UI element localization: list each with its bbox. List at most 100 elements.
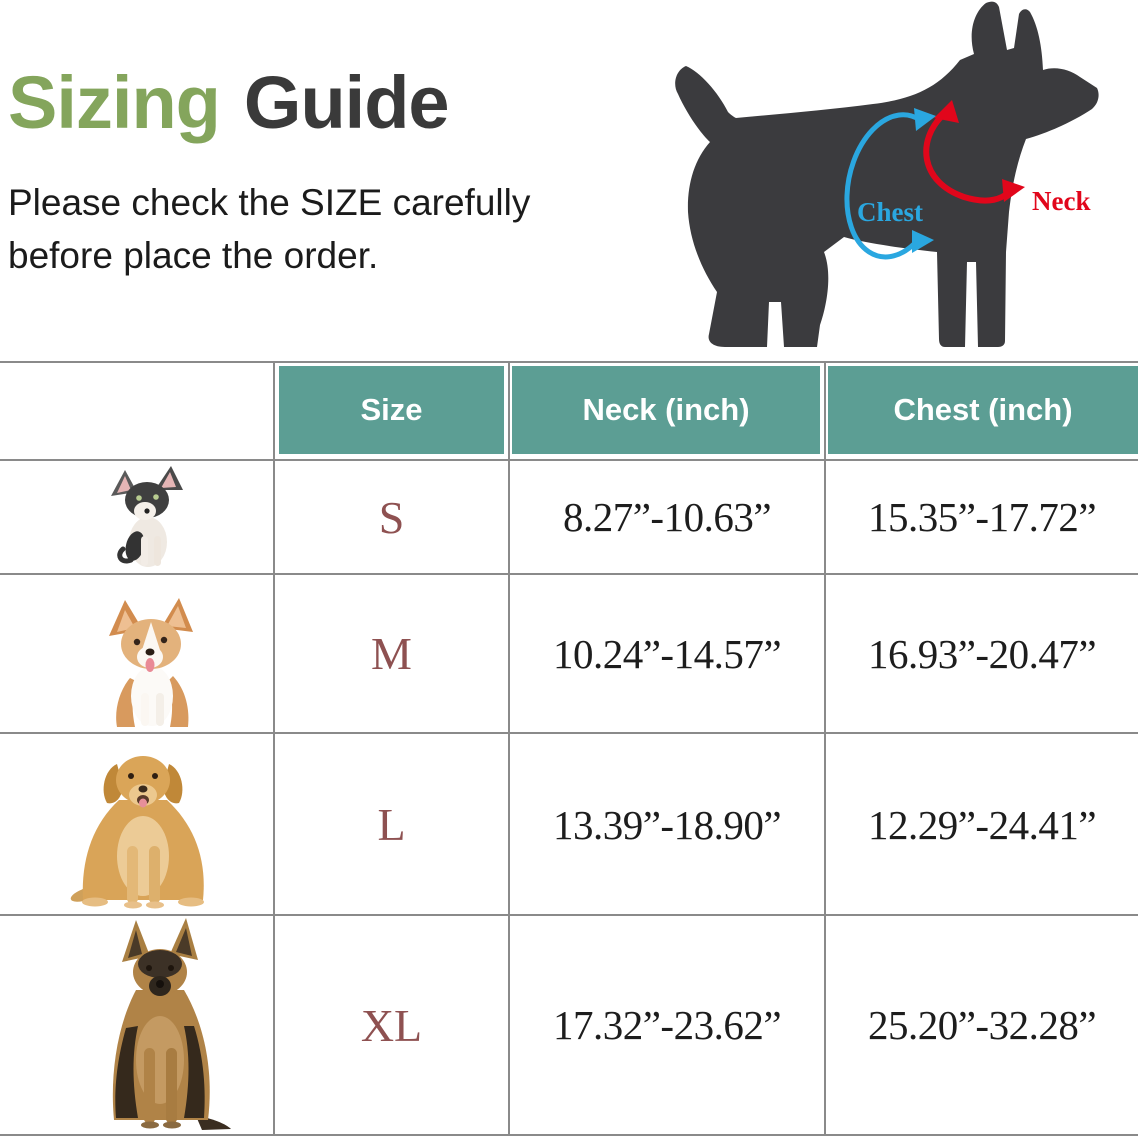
shepherd-eye (168, 965, 174, 971)
header-label-chest: Chest (inch) (893, 392, 1073, 427)
shepherd-paw (163, 1121, 181, 1129)
title-word-sizing: Sizing (8, 61, 221, 144)
chihuahua-ear-left-inner (117, 476, 131, 493)
shepherd-saddle-right (184, 1026, 205, 1118)
chihuahua-patch (125, 531, 145, 561)
chest-arrowhead-top (914, 108, 936, 131)
shepherd-leg (166, 1048, 177, 1124)
corgi-nose (145, 648, 155, 656)
dog-photo-corgi (109, 598, 193, 727)
title-word-guide: Guide (243, 61, 450, 144)
size-value: M (371, 628, 412, 679)
shepherd-nose (156, 980, 164, 988)
corgi-tongue (145, 658, 155, 672)
size-value: S (378, 491, 405, 543)
chihuahua-tail (117, 546, 134, 564)
size-value: XL (360, 999, 423, 1051)
shepherd-mask (138, 950, 182, 978)
col-divider-2 (508, 361, 510, 1136)
dog-photo-chihuahua (111, 466, 183, 567)
cell-neck-xl: 17.32”-23.62” (510, 916, 824, 1134)
neck-value: 13.39”-18.90” (552, 801, 782, 848)
neck-measure-arrow (923, 111, 1013, 204)
chihuahua-nose (144, 508, 150, 514)
corgi-chest (131, 666, 173, 726)
chest-value: 12.29”-24.41” (867, 801, 1097, 848)
size-value: L (377, 799, 406, 850)
golden-chest (117, 816, 169, 896)
dog-photo-golden-retriever (70, 756, 204, 909)
cell-size-l: L (275, 735, 508, 914)
shepherd-saddle-left (115, 1026, 138, 1118)
row-divider-header (0, 459, 1138, 461)
table-border-bottom (0, 1134, 1138, 1136)
chest-value: 16.93”-20.47” (867, 630, 1097, 677)
golden-rear-paw (82, 897, 108, 907)
page-title: Sizing Guide (8, 61, 450, 144)
header-cell-neck: Neck (inch) (512, 366, 820, 454)
chest-value: 25.20”-32.28” (867, 1002, 1097, 1048)
shepherd-ear-left-inner (128, 930, 142, 958)
chest-value: 15.35”-17.72” (867, 494, 1097, 540)
dog-silhouette-icon (675, 1, 1099, 348)
cell-chest-l: 12.29”-24.41” (826, 735, 1138, 914)
header-label-size: Size (360, 392, 423, 427)
chihuahua-ear-right-inner (161, 472, 176, 488)
corgi-eye (133, 638, 141, 646)
dog-photo-german-shepherd (112, 918, 231, 1130)
chihuahua-eye (153, 494, 159, 500)
cell-neck-s: 8.27”-10.63” (510, 461, 824, 573)
row-divider-s (0, 573, 1138, 575)
corgi-eye (160, 636, 168, 644)
header-label-neck: Neck (inch) (582, 392, 750, 427)
chihuahua-leg (154, 536, 161, 566)
golden-paw (124, 901, 142, 909)
cell-chest-xl: 25.20”-32.28” (826, 916, 1138, 1134)
golden-head (116, 756, 170, 804)
chest-arrowhead-bottom (912, 230, 934, 253)
corgi-blaze (142, 622, 160, 650)
subtitle-line-1: Please check the SIZE carefully (8, 182, 531, 223)
neck-value: 10.24”-14.57” (552, 630, 782, 677)
golden-eye (152, 773, 158, 779)
shepherd-leg (144, 1048, 155, 1124)
dog-measurement-diagram: Chest Neck (675, 1, 1099, 348)
neck-value: 8.27”-10.63” (562, 494, 772, 540)
corgi-leg (141, 693, 149, 726)
golden-paw (146, 901, 164, 909)
golden-nose (138, 785, 148, 793)
shepherd-eye (146, 965, 152, 971)
corgi-leg (156, 693, 164, 726)
header-cell-size: Size (279, 366, 504, 454)
row-divider-l (0, 914, 1138, 916)
subtitle: Please check the SIZE carefully before p… (8, 176, 530, 282)
table-border-top (0, 361, 1138, 363)
header-cell-chest: Chest (inch) (828, 366, 1138, 454)
shepherd-ear-right-inner (176, 928, 192, 956)
row-divider-m (0, 732, 1138, 734)
corgi-muzzle (137, 646, 163, 668)
cell-chest-m: 16.93”-20.47” (826, 575, 1138, 732)
shepherd-paw (141, 1121, 159, 1129)
cell-size-xl: XL (275, 916, 508, 1134)
col-divider-3 (824, 361, 826, 1136)
golden-leg (127, 846, 138, 904)
cell-neck-m: 10.24”-14.57” (510, 575, 824, 732)
chihuahua-eye (136, 495, 142, 501)
chihuahua-leg (141, 536, 148, 566)
corgi-ear-right-inner (167, 606, 186, 628)
neck-label: Neck (1032, 186, 1090, 216)
neck-arrowhead-right (1002, 179, 1025, 202)
cell-size-s: S (275, 461, 508, 573)
col-divider-1 (273, 361, 275, 1136)
golden-rear-paw (178, 897, 204, 907)
neck-arrowhead-top (934, 100, 959, 123)
subtitle-line-2: before place the order. (8, 235, 379, 276)
golden-leg (149, 846, 160, 904)
cell-size-m: M (275, 575, 508, 732)
cell-chest-s: 15.35”-17.72” (826, 461, 1138, 573)
chest-measure-arrow (844, 112, 923, 260)
golden-eye (128, 773, 134, 779)
golden-tongue (139, 798, 147, 808)
